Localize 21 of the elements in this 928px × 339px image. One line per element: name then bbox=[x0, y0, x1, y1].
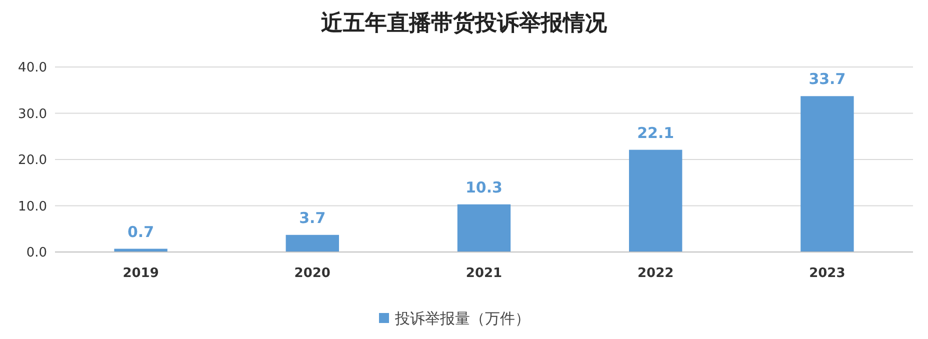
x-tick-label: 2021 bbox=[466, 266, 502, 281]
legend-label: 投诉举报量（万件） bbox=[394, 309, 530, 328]
bar bbox=[629, 150, 682, 252]
data-label: 22.1 bbox=[637, 124, 674, 142]
data-label: 33.7 bbox=[808, 70, 846, 88]
y-tick-label: 20.0 bbox=[18, 153, 47, 168]
y-tick-label: 0.0 bbox=[26, 246, 47, 261]
chart-title: 近五年直播带货投诉举报情况 bbox=[320, 10, 608, 36]
data-label: 10.3 bbox=[465, 178, 503, 196]
x-tick-label: 2023 bbox=[809, 266, 846, 281]
x-tick-label: 2022 bbox=[638, 266, 674, 281]
x-tick-label: 2020 bbox=[294, 266, 330, 281]
bar bbox=[457, 204, 511, 252]
y-tick-label: 40.0 bbox=[18, 60, 47, 76]
y-tick-label: 30.0 bbox=[18, 106, 47, 122]
data-label: 0.7 bbox=[128, 222, 154, 241]
bar bbox=[800, 96, 854, 252]
x-tick-label: 2019 bbox=[122, 266, 159, 281]
bar bbox=[286, 234, 339, 252]
y-tick-label: 10.0 bbox=[18, 199, 47, 214]
data-label: 3.7 bbox=[299, 208, 326, 227]
